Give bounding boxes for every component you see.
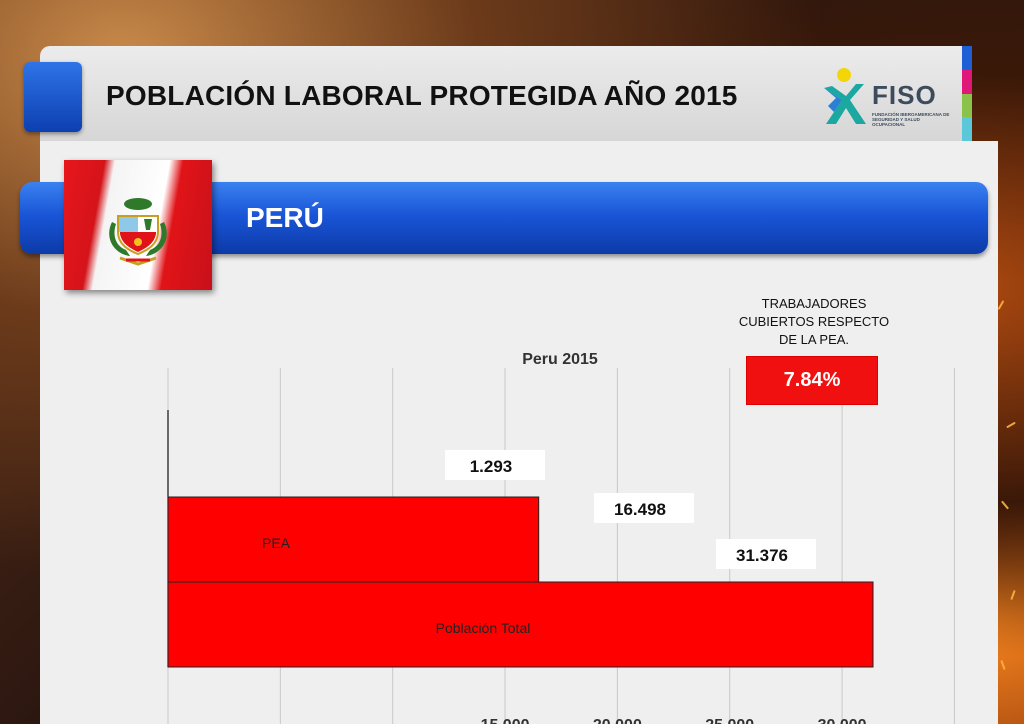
data-label: 16.498 xyxy=(594,493,694,523)
title-tab xyxy=(24,62,82,132)
x-tick-label: 20.000 xyxy=(593,717,642,724)
data-label-box xyxy=(445,450,545,480)
data-label-box xyxy=(594,493,694,523)
x-tick-label: 25.000 xyxy=(705,717,754,724)
x-tick-label: 30.000 xyxy=(818,717,867,724)
data-label-text: 31.376 xyxy=(736,546,788,565)
data-label: 31.376 xyxy=(716,539,816,569)
chart-title: Peru 2015 xyxy=(522,351,598,368)
fiso-figure-icon xyxy=(824,68,866,124)
bar-poblacion-total xyxy=(167,581,874,668)
logo-subtitle: FUNDACIÓN IBEROAMERICANA DE SEGURIDAD Y … xyxy=(872,112,950,127)
data-labels: 1.293 16.498 31.376 xyxy=(445,450,816,569)
bar-category-label: PEA xyxy=(262,535,291,551)
peru-flag-icon xyxy=(64,160,212,290)
coverage-value-box: 7.84% xyxy=(747,357,877,404)
data-label-box xyxy=(716,539,816,569)
title-panel xyxy=(40,46,972,141)
data-label-text: 16.498 xyxy=(614,500,666,519)
data-label-text: 1.293 xyxy=(470,457,513,476)
coverage-label: TRABAJADORES CUBIERTOS RESPECTO DE LA PE… xyxy=(738,296,890,347)
coat-of-arms-icon xyxy=(109,198,167,266)
color-stripes xyxy=(962,46,972,141)
bar-category-label: Población Total xyxy=(436,620,531,636)
x-tick-label: 15.000 xyxy=(481,717,530,724)
logo-wordmark: FISO xyxy=(872,80,937,110)
country-name: PERÚ xyxy=(246,202,324,233)
page-title: POBLACIÓN LABORAL PROTEGIDA AÑO 2015 xyxy=(106,80,738,111)
coverage-value: 7.84% xyxy=(783,369,841,391)
x-ticks: 15.000 20.000 25.000 30.000 xyxy=(481,717,867,724)
fiso-logo: FISO FUNDACIÓN IBEROAMERICANA DE SEGURID… xyxy=(820,66,950,128)
data-label: 1.293 xyxy=(445,450,545,480)
bars: PEA Población Total xyxy=(167,496,874,668)
bar-pea xyxy=(167,496,540,583)
